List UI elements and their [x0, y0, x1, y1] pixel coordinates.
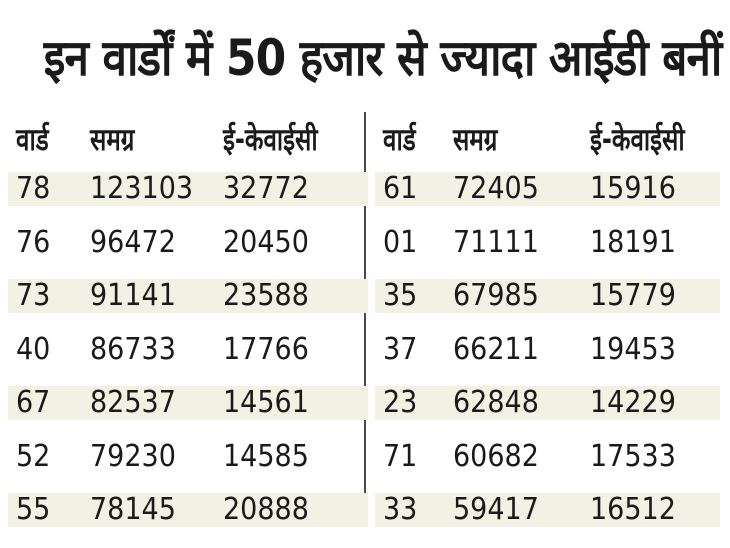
header-ward: वार्ड — [16, 122, 49, 158]
cell-ward: 33 — [383, 492, 418, 527]
table-row: 40 86733 17766 — [8, 332, 368, 367]
table-row: 61 72405 15916 — [375, 171, 720, 206]
cell-ekyc: 20888 — [223, 492, 309, 527]
cell-samagra: 82537 — [90, 385, 176, 420]
cell-ekyc: 14561 — [223, 385, 309, 420]
table-row: 35 67985 15779 — [375, 278, 720, 313]
left-header-row: वार्ड समग्र ई-केवाईसी — [8, 110, 368, 172]
cell-ekyc: 14585 — [223, 438, 309, 474]
header-ekyc: ई-केवाईसी — [590, 122, 685, 158]
cell-ward: 67 — [16, 385, 51, 420]
table-row: 76 96472 20450 — [8, 225, 368, 260]
cell-samagra: 66211 — [453, 331, 539, 367]
table-row: 01 71111 18191 — [375, 225, 720, 260]
cell-samagra: 123103 — [90, 171, 194, 206]
table-row: 23 62848 14229 — [375, 385, 720, 420]
cell-ward: 37 — [383, 331, 418, 367]
cell-ekyc: 32772 — [223, 171, 309, 206]
table-row: 37 66211 19453 — [375, 332, 720, 367]
cell-ward: 55 — [16, 492, 51, 527]
cell-ekyc: 14229 — [590, 385, 676, 420]
cell-samagra: 67985 — [453, 278, 539, 313]
cell-samagra: 79230 — [90, 438, 176, 474]
header-ekyc: ई-केवाईसी — [223, 122, 318, 158]
cell-ward: 35 — [383, 278, 418, 313]
cell-ekyc: 18191 — [590, 224, 676, 260]
cell-ekyc: 17533 — [590, 438, 676, 474]
cell-ward: 01 — [383, 224, 418, 260]
cell-ward: 78 — [16, 171, 51, 206]
cell-ward: 61 — [383, 171, 418, 206]
right-header-row: वार्ड समग्र ई-केवाईसी — [375, 110, 720, 172]
cell-ward: 23 — [383, 385, 418, 420]
cell-ekyc: 16512 — [590, 492, 676, 527]
cell-samagra: 96472 — [90, 224, 176, 260]
cell-samagra: 59417 — [453, 492, 539, 527]
page-title: इन वार्डों में 50 हजार से ज्यादा आईडी बन… — [43, 29, 722, 87]
cell-ekyc: 23588 — [223, 278, 309, 313]
cell-ekyc: 17766 — [223, 331, 309, 367]
cell-ekyc: 15916 — [590, 171, 676, 206]
cell-samagra: 86733 — [90, 331, 176, 367]
table-row: 67 82537 14561 — [8, 385, 368, 420]
cell-ekyc: 19453 — [590, 331, 676, 367]
cell-samagra: 72405 — [453, 171, 539, 206]
right-table: वार्ड समग्र ई-केवाईसी 61 72405 15916 01 7111… — [375, 110, 720, 527]
column-divider — [364, 112, 366, 524]
cell-ekyc: 15779 — [590, 278, 676, 313]
table-row: 52 79230 14585 — [8, 439, 368, 474]
cell-samagra: 78145 — [90, 492, 176, 527]
cell-samagra: 60682 — [453, 438, 539, 474]
table-row: 73 91141 23588 — [8, 278, 368, 313]
cell-ekyc: 20450 — [223, 224, 309, 260]
cell-samagra: 62848 — [453, 385, 539, 420]
header-ward: वार्ड — [383, 122, 416, 158]
cell-samagra: 91141 — [90, 278, 176, 313]
header-samagra: समग्र — [453, 122, 498, 158]
cell-ward: 52 — [16, 438, 51, 474]
table-row: 33 59417 16512 — [375, 492, 720, 527]
left-table: वार्ड समग्र ई-केवाईसी 78 123103 32772 76 964… — [8, 110, 368, 527]
header-samagra: समग्र — [90, 122, 135, 158]
table-row: 78 123103 32772 — [8, 171, 368, 206]
cell-ward: 76 — [16, 224, 51, 260]
cell-ward: 73 — [16, 278, 51, 313]
table-row: 71 60682 17533 — [375, 439, 720, 474]
cell-ward: 71 — [383, 438, 418, 474]
cell-samagra: 71111 — [453, 224, 539, 260]
cell-ward: 40 — [16, 331, 51, 367]
table-row: 55 78145 20888 — [8, 492, 368, 527]
